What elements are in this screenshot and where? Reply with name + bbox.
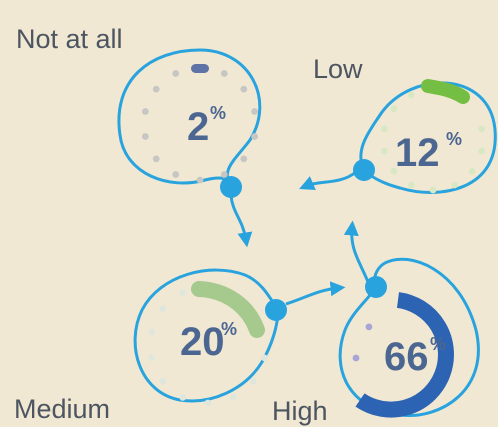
ring-dot (172, 171, 180, 178)
medium-dot-ring (148, 289, 268, 407)
connector-medium-to-high (285, 281, 346, 306)
medium-label: Medium (14, 394, 110, 424)
low-connector-dot (353, 159, 375, 181)
not-at-all-progress-mark (191, 64, 209, 73)
connector-high-to-center (343, 220, 370, 283)
ring-dot (390, 105, 398, 113)
not-at-all-connector-dot (220, 176, 242, 198)
node-medium: 20 % Medium (14, 268, 287, 424)
connector-not-at-all-to-medium (229, 194, 253, 248)
not-at-all-label: Not at all (16, 24, 123, 54)
not-at-all-value: 2 (187, 105, 209, 149)
connector-low-to-center (299, 170, 357, 190)
ring-dot (220, 171, 228, 178)
low-label: Low (313, 54, 363, 84)
high-value: 66 (384, 335, 429, 379)
ring-dot (251, 108, 258, 115)
medium-progress-arc (191, 281, 265, 338)
ring-dot (142, 133, 149, 140)
medium-connector-dot (265, 299, 287, 321)
ring-dot (196, 176, 204, 184)
high-dot-ring (352, 323, 373, 362)
medium-percent-sign: % (221, 319, 237, 339)
not-at-all-outline (117, 48, 262, 188)
low-outline (359, 81, 497, 194)
high-outline (338, 257, 480, 418)
ring-dot (429, 186, 437, 194)
ring-dot (148, 354, 155, 362)
ring-dot (159, 377, 167, 385)
node-not-at-all: 2 % Not at all (16, 24, 262, 198)
ring-dot (172, 70, 180, 77)
ring-dot (261, 354, 268, 362)
ring-dot (204, 399, 212, 407)
high-connector-dot (365, 276, 387, 298)
ring-dot (240, 85, 248, 93)
ring-dot (468, 167, 476, 175)
ring-dot (152, 85, 160, 93)
ring-dot (478, 125, 486, 133)
node-low: 12 % Low (313, 54, 497, 194)
high-label: High (272, 396, 328, 426)
low-value: 12 (395, 131, 440, 175)
ring-dot (380, 125, 388, 133)
ring-dot (159, 305, 167, 313)
ring-dot (249, 377, 257, 385)
low-percent-sign: % (446, 129, 462, 149)
ring-dot (407, 91, 415, 99)
ring-dot (179, 393, 187, 401)
ring-dot (142, 108, 149, 115)
ring-dot (148, 328, 155, 336)
ring-dot (478, 147, 486, 155)
ring-dot (365, 323, 373, 331)
ring-dot (451, 181, 459, 189)
not-at-all-dot-ring (142, 70, 258, 184)
high-progress-arc (355, 292, 454, 418)
node-high: 66 % High (272, 257, 480, 426)
ring-dot (407, 181, 415, 189)
high-percent-sign: % (430, 334, 446, 354)
ring-dot (251, 133, 258, 140)
ring-dot (229, 393, 237, 401)
medium-outline (133, 268, 280, 403)
medium-value: 20 (180, 320, 225, 364)
not-at-all-percent-sign: % (210, 103, 226, 123)
ring-dot (380, 147, 388, 155)
ring-dot (240, 155, 248, 163)
ring-dot (390, 167, 398, 175)
low-progress-arc (421, 79, 470, 104)
ring-dot (179, 289, 187, 297)
ring-dot (352, 354, 360, 362)
ring-dot (220, 70, 228, 77)
ring-dot (152, 155, 160, 163)
low-dot-ring (380, 91, 486, 194)
